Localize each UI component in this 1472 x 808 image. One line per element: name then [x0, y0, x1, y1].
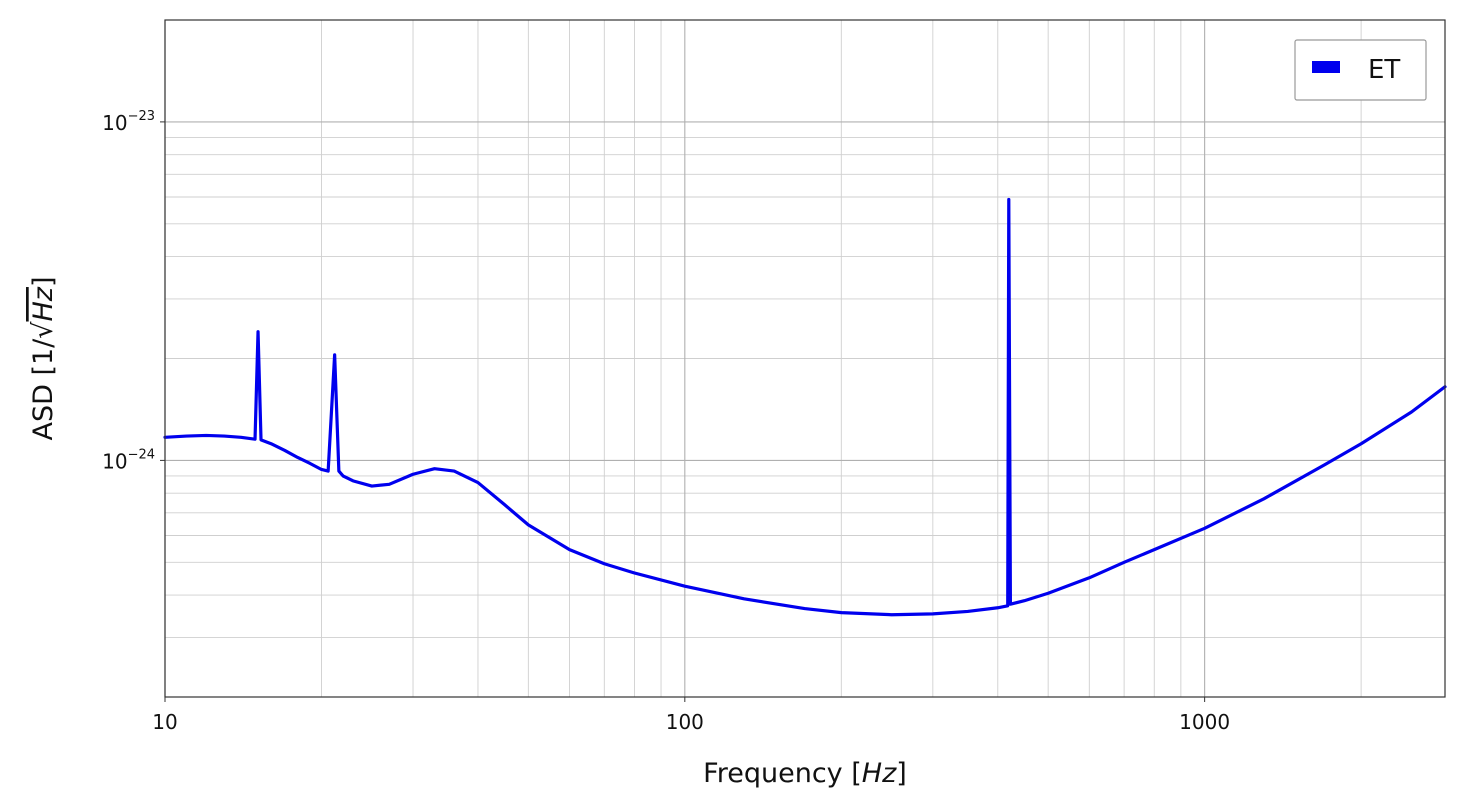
x-axis-label-unit: Hz — [862, 758, 897, 789]
x-axis-ticks: 10 100 1000 — [152, 697, 1230, 734]
legend-box — [1294, 39, 1427, 101]
series-line-et — [163, 197, 1447, 617]
y-tick-label: 10−23 — [102, 109, 155, 135]
y-axis-label: ASD [1/√Hz] — [28, 276, 59, 440]
x-tick-label: 10 — [152, 710, 177, 734]
legend: ET — [1294, 39, 1427, 101]
series-layer — [163, 197, 1447, 617]
y-tick-exponent: −23 — [128, 109, 155, 124]
x-axis-label: Frequency [Hz] — [703, 758, 907, 789]
legend-swatch-et — [1312, 61, 1340, 73]
y-axis-label-close: ] — [28, 276, 59, 287]
y-axis-label-text: ASD [1/√ — [28, 321, 59, 441]
y-tick-label: 10−24 — [102, 447, 155, 473]
x-axis-label-text: Frequency [ — [703, 758, 862, 789]
y-tick-exponent: −24 — [128, 447, 155, 462]
x-tick-label: 100 — [666, 710, 704, 734]
plot-frame — [164, 19, 1446, 698]
y-tick-base: 10 — [102, 449, 127, 473]
legend-label-et: ET — [1368, 55, 1400, 85]
y-axis-label-unit: Hz — [28, 286, 59, 321]
x-tick-label: 1000 — [1179, 710, 1230, 734]
x-axis-label-close: ] — [896, 758, 907, 789]
y-tick-base: 10 — [102, 111, 127, 135]
